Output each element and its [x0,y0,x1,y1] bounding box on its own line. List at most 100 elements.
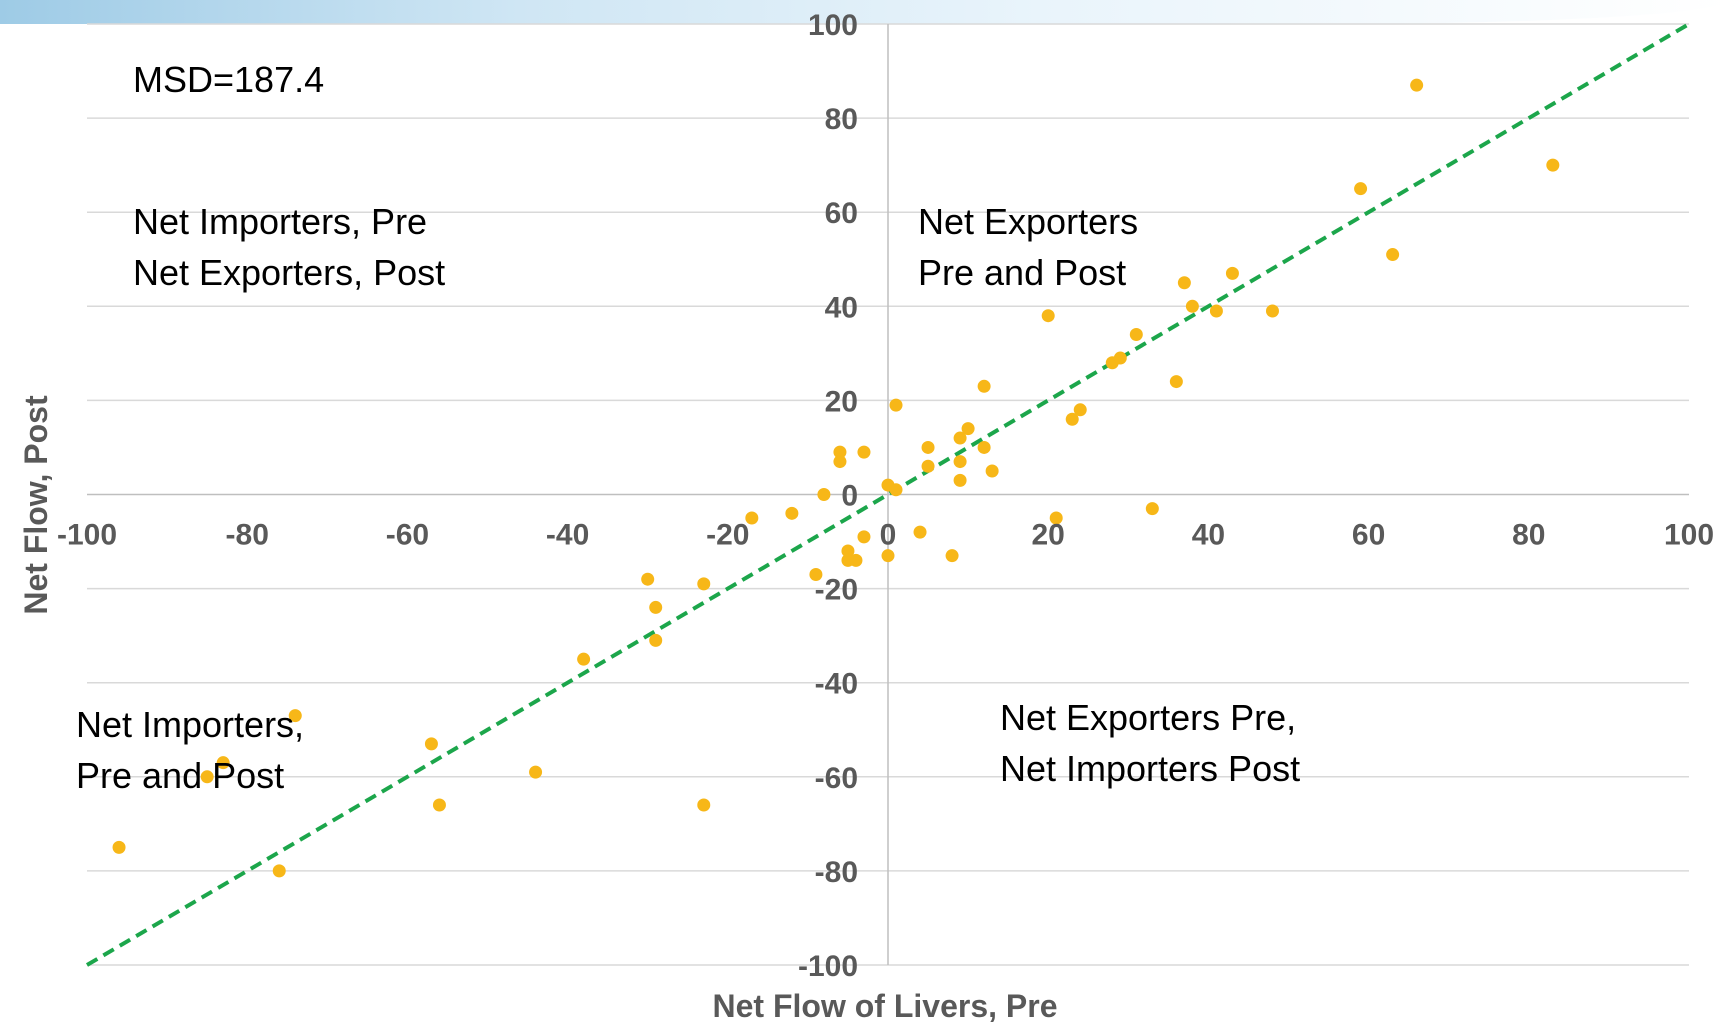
data-point [881,549,895,563]
data-point [1113,351,1127,365]
data-point [985,464,999,478]
data-point [1041,309,1055,323]
data-point [424,737,438,751]
data-point [577,652,591,666]
data-point [649,633,663,647]
data-points [112,78,1560,878]
y-tick-label: -60 [815,762,858,795]
data-point [953,455,967,469]
data-point [1145,502,1159,516]
data-point [921,459,935,473]
x-tick-label: -80 [226,519,269,552]
y-tick-label: 20 [825,385,858,418]
data-point [1410,78,1424,92]
y-tick-label: 80 [825,103,858,136]
data-point [857,445,871,459]
data-point [953,431,967,445]
data-point [1073,403,1087,417]
x-tick-label: 80 [1512,519,1545,552]
annotation-line: Net Importers Post [1000,748,1300,789]
x-tick-label: -40 [546,519,589,552]
annotation-top-right: Net Exporters Pre and Post [918,201,1138,293]
y-tick-label: 40 [825,291,858,324]
data-point [697,798,711,812]
decorative-banner [0,0,1729,24]
data-point [432,798,446,812]
data-point [745,511,759,525]
x-tick-label: 100 [1664,519,1714,552]
y-tick-label: -20 [815,574,858,607]
x-tick-label: -60 [386,519,429,552]
data-point [112,840,126,854]
data-point [1185,299,1199,313]
reference-line-group [85,22,1691,967]
data-point [961,422,975,436]
data-point [921,440,935,454]
data-point [529,765,543,779]
data-point [833,445,847,459]
annotation-line: Net Exporters, Post [133,252,445,293]
x-tick-labels: -100 -80 -60 -40 -20 0 20 40 60 80 100 [57,519,1714,552]
data-point [1225,266,1239,280]
data-point [216,756,230,770]
annotation-line: Net Exporters [918,201,1138,242]
axes [87,24,1689,965]
data-point [1386,248,1400,262]
annotation-msd: MSD=187.4 [133,59,324,100]
x-tick-label: -20 [706,519,749,552]
data-point [785,506,799,520]
data-point [1177,276,1191,290]
y-tick-labels: -100 -80 -60 -40 -20 0 20 40 60 80 100 [798,9,858,983]
data-point [977,440,991,454]
data-point [200,770,214,784]
data-point [1546,158,1560,172]
annotations: MSD=187.4 Net Importers, Pre Net Exporters… [76,59,1300,796]
y-tick-label: -40 [815,668,858,701]
data-point [833,455,847,469]
x-tick-label: 0 [880,519,897,552]
annotation-line: Pre and Post [918,252,1126,293]
annotation-bottom-left: Net Importers, Pre and Post [76,704,304,796]
y-axis-title: Net Flow, Post [18,395,54,615]
y-tick-label: -80 [815,856,858,889]
annotation-bottom-right: Net Exporters Pre, Net Importers Post [1000,697,1300,789]
x-axis-title: Net Flow of Livers, Pre [713,988,1058,1024]
data-point [1065,412,1079,426]
x-tick-label: 20 [1032,519,1065,552]
data-point [817,488,831,501]
data-point [1209,304,1223,318]
x-tick-label: 40 [1192,519,1225,552]
x-tick-label: 60 [1352,519,1385,552]
data-point [953,473,967,487]
data-point [809,567,823,581]
y-tick-label: 60 [825,197,858,230]
annotation-line: Pre and Post [76,755,284,796]
annotation-line: MSD=187.4 [133,59,324,100]
y-tick-label: -100 [798,950,858,983]
data-point [1129,328,1143,342]
data-point [288,709,302,723]
data-point [1265,304,1279,318]
data-point [272,864,286,878]
annotation-line: Net Importers, [76,704,304,745]
data-point [849,553,863,567]
annotation-line: Net Exporters Pre, [1000,697,1296,738]
data-point [945,549,959,563]
data-point [697,577,711,591]
data-point [913,525,927,539]
data-point [977,379,991,393]
reference-line [85,22,1691,967]
data-point [889,483,903,497]
data-point [857,530,871,544]
data-point [1169,375,1183,389]
y-tick-label: 100 [808,9,858,42]
data-point [841,544,855,558]
data-point [641,572,655,586]
y-tick-label: 0 [841,480,858,513]
annotation-top-left: Net Importers, Pre Net Exporters, Post [133,201,445,293]
data-point [1049,511,1063,525]
data-point [649,600,663,614]
x-tick-label: -100 [57,519,117,552]
